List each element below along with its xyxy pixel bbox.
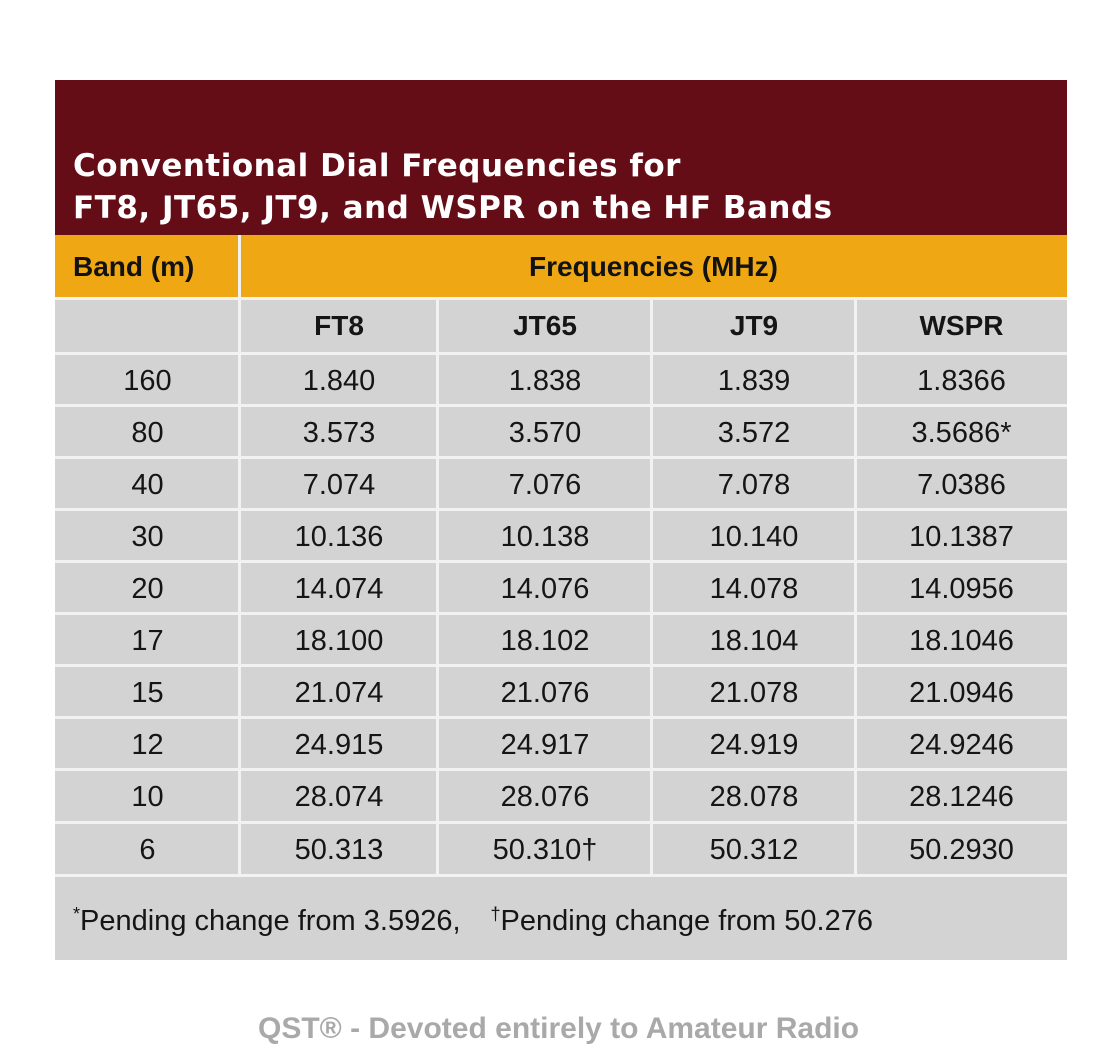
frequency-cell-jt65: 50.310† [492,834,598,866]
footnote-asterisk-text: Pending change from 3.5926, [80,905,461,937]
table-title-line-2: FT8, JT65, JT9, and WSPR on the HF Bands [73,190,833,226]
frequencies-column-header: Frequencies (MHz) [529,251,778,282]
row-divider [55,508,1067,511]
band-cell: 10 [131,781,164,813]
frequency-cell-jt65: 24.917 [500,729,590,761]
frequency-cell-jt65: 28.076 [500,781,590,813]
frequency-cell-jt65: 18.102 [500,625,590,657]
band-column-header: Band (m) [73,251,195,282]
frequency-cell-ft8: 50.313 [294,834,384,866]
band-cell: 80 [131,417,164,449]
frequency-cell-ft8: 1.840 [302,365,376,397]
band-cell: 17 [131,625,164,657]
frequency-cell-wspr: 50.2930 [909,834,1014,866]
mode-header-jt65: JT65 [513,310,577,341]
frequency-cell-wspr: 3.5686* [911,417,1012,449]
mode-header-jt9: JT9 [729,310,779,341]
mode-header-ft8: FT8 [314,310,364,341]
band-cell: 160 [123,365,172,397]
row-divider [55,612,1067,615]
frequency-cell-ft8: 10.136 [294,521,384,553]
table-title-line-1: Conventional Dial Frequencies for [73,148,681,184]
frequency-cell-ft8: 21.074 [294,677,384,709]
table-header-bar: Band (m) Frequencies (MHz) [55,235,1067,297]
row-divider [55,821,1067,824]
table-title-bar: Conventional Dial Frequencies for FT8, J… [55,80,1067,235]
frequency-cell-wspr: 1.8366 [917,365,1006,397]
column-divider [854,297,857,876]
frequency-cell-ft8: 7.074 [302,469,376,501]
frequency-cell-ft8: 28.074 [294,781,384,813]
row-divider [55,456,1067,459]
band-cell: 15 [131,677,164,709]
frequency-cell-jt9: 21.078 [709,677,799,709]
frequency-cell-wspr: 18.1046 [909,625,1014,657]
frequency-cell-jt9: 1.839 [717,365,791,397]
row-divider [55,297,1067,300]
frequency-cell-wspr: 14.0956 [909,573,1014,605]
mode-header-wspr: WSPR [919,310,1004,341]
band-cell: 12 [131,729,164,761]
frequency-cell-jt9: 24.919 [709,729,799,761]
column-divider [436,297,439,876]
row-divider [55,874,1067,877]
frequency-cell-jt9: 3.572 [717,417,791,449]
frequency-cell-ft8: 18.100 [294,625,384,657]
frequency-cell-jt65: 14.076 [500,573,590,605]
frequency-cell-wspr: 21.0946 [909,677,1014,709]
frequency-cell-jt65: 7.076 [508,469,582,501]
frequency-cell-jt9: 18.104 [709,625,799,657]
frequency-cell-wspr: 28.1246 [909,781,1014,813]
footnote-asterisk-symbol: * [73,904,81,924]
frequency-table-card: Conventional Dial Frequencies for FT8, J… [55,80,1067,960]
row-divider [55,768,1067,771]
row-divider [55,664,1067,667]
frequency-cell-jt65: 10.138 [500,521,590,553]
column-divider [238,235,241,876]
frequency-cell-jt9: 14.078 [709,573,799,605]
frequency-cell-wspr: 10.1387 [909,521,1014,553]
column-divider [650,297,653,876]
row-divider [55,404,1067,407]
table-footnotes: *Pending change from 3.5926, †Pending cha… [73,892,873,937]
frequency-cell-jt65: 21.076 [500,677,590,709]
frequency-cell-ft8: 14.074 [294,573,384,605]
row-divider [55,352,1067,355]
frequency-cell-jt9: 50.312 [709,834,799,866]
frequency-cell-jt65: 1.838 [508,365,582,397]
frequency-cell-ft8: 3.573 [302,417,376,449]
frequency-cell-jt9: 28.078 [709,781,799,813]
band-cell: 30 [131,521,164,553]
row-divider [55,560,1067,563]
frequency-cell-jt65: 3.570 [508,417,582,449]
footnote-dagger-symbol: † [490,904,501,924]
frequency-cell-wspr: 24.9246 [909,729,1014,761]
frequency-cell-ft8: 24.915 [294,729,384,761]
frequency-cell-jt9: 7.078 [717,469,791,501]
footnote-dagger-text: Pending change from 50.276 [500,905,873,937]
frequency-cell-jt9: 10.140 [709,521,799,553]
band-cell: 6 [139,834,156,866]
row-divider [55,716,1067,719]
page-footer: QST® - Devoted entirely to Amateur Radio [258,1012,860,1045]
band-cell: 40 [131,469,164,501]
frequency-cell-wspr: 7.0386 [917,469,1006,501]
band-cell: 20 [131,573,164,605]
